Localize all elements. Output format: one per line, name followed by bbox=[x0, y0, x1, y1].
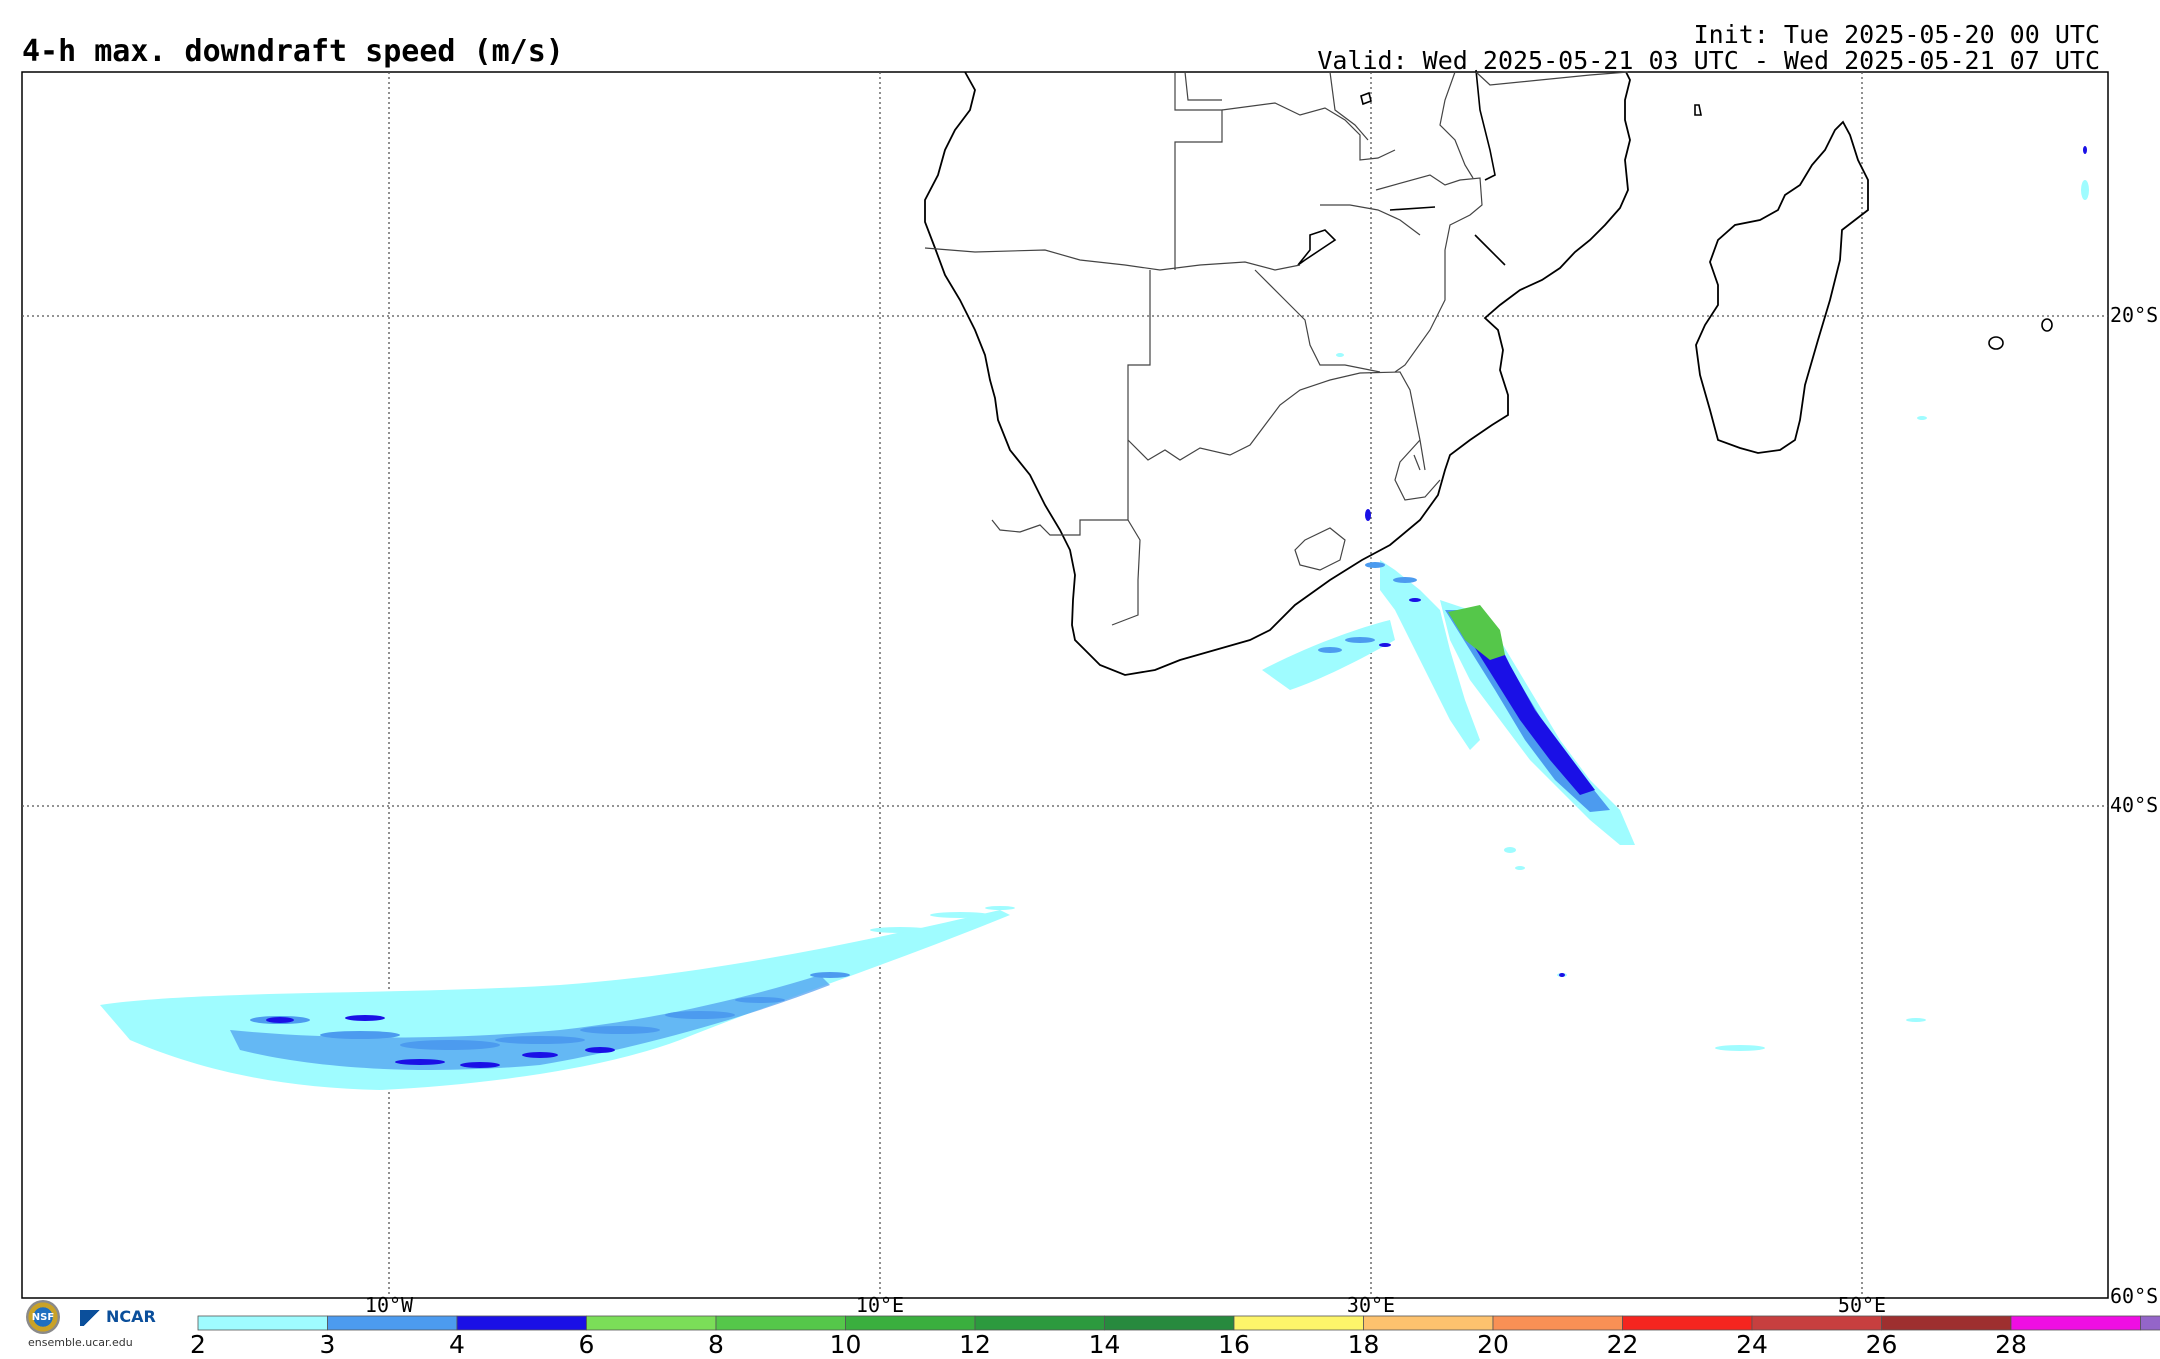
colorbar-tick-label: 24 bbox=[1736, 1330, 1768, 1359]
colorbar-tick-label: 10 bbox=[830, 1330, 862, 1359]
colorbar-swatch bbox=[2141, 1316, 2160, 1330]
colorbar-tick-label: 3 bbox=[320, 1330, 336, 1359]
nsf-logo-text: NSF bbox=[32, 1312, 54, 1323]
colorbar-tick-label: 6 bbox=[579, 1330, 595, 1359]
colorbar-tick-label: 12 bbox=[959, 1330, 991, 1359]
ncar-mark-icon bbox=[80, 1310, 104, 1326]
nsf-logo-icon: NSF bbox=[26, 1300, 60, 1334]
colorbar-tick-label: 4 bbox=[449, 1330, 465, 1359]
colorbar-tick-label: 14 bbox=[1089, 1330, 1121, 1359]
colorbar-swatch bbox=[1105, 1316, 1235, 1330]
lat-label-60s: 60°S bbox=[2110, 1284, 2158, 1308]
colorbar-tick-label: 22 bbox=[1607, 1330, 1639, 1359]
colorbar-swatch bbox=[1234, 1316, 1364, 1330]
colorbar-tick-label: 8 bbox=[708, 1330, 724, 1359]
colorbar-tick-label: 16 bbox=[1218, 1330, 1250, 1359]
colorbar-swatch bbox=[328, 1316, 458, 1330]
colorbar-swatch bbox=[1882, 1316, 2012, 1330]
lat-label-40s: 40°S bbox=[2110, 793, 2158, 817]
ncar-logo: NCAR bbox=[80, 1307, 156, 1326]
colorbar-swatch bbox=[2011, 1316, 2141, 1330]
lon-label-30e: 30°E bbox=[1347, 1293, 1395, 1317]
colorbar-swatch bbox=[846, 1316, 976, 1330]
colorbar-swatch bbox=[457, 1316, 587, 1330]
colorbar-swatch bbox=[198, 1316, 328, 1330]
colorbar bbox=[198, 1316, 2160, 1330]
lat-label-20s: 20°S bbox=[2110, 303, 2158, 327]
lon-label-10w: 10°W bbox=[365, 1293, 413, 1317]
colorbar-swatch bbox=[975, 1316, 1105, 1330]
colorbar-swatch bbox=[1364, 1316, 1494, 1330]
logo-url: ensemble.ucar.edu bbox=[28, 1336, 133, 1349]
colorbar-tick-label: 20 bbox=[1477, 1330, 1509, 1359]
lon-label-50e: 50°E bbox=[1838, 1293, 1886, 1317]
colorbar-tick-label: 2 bbox=[190, 1330, 206, 1359]
colorbar-swatch bbox=[1623, 1316, 1753, 1330]
lon-label-10e: 10°E bbox=[856, 1293, 904, 1317]
ncar-logo-text: NCAR bbox=[106, 1307, 156, 1326]
colorbar-tick-label: 26 bbox=[1866, 1330, 1898, 1359]
colorbar-swatch bbox=[1493, 1316, 1623, 1330]
colorbar-swatch bbox=[587, 1316, 717, 1330]
colorbar-swatch bbox=[1752, 1316, 1882, 1330]
colorbar-tick-label: 28 bbox=[1995, 1330, 2027, 1359]
colorbar-tick-label: 18 bbox=[1348, 1330, 1380, 1359]
colorbar-swatch bbox=[716, 1316, 846, 1330]
